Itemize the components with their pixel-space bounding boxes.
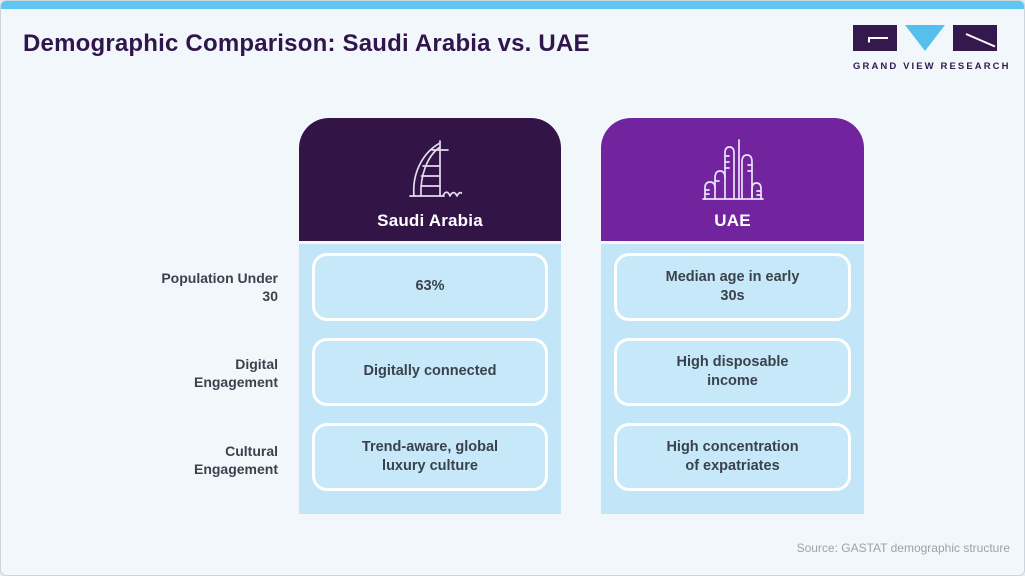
top-accent-bar bbox=[1, 1, 1024, 9]
column-header-uae: UAE bbox=[601, 118, 864, 241]
row-label-population-under-30: Population Under 30 bbox=[161, 270, 278, 305]
page-title: Demographic Comparison: Saudi Arabia vs.… bbox=[23, 30, 590, 57]
column-title-saudi-arabia: Saudi Arabia bbox=[377, 211, 483, 230]
cell-uae-population: Median age in early 30s bbox=[614, 253, 851, 321]
cell-saudi-cultural: Trend-aware, global luxury culture bbox=[312, 423, 548, 491]
column-uae: UAE Median age in early 30s High disposa… bbox=[601, 118, 864, 514]
gvr-logo-icon bbox=[853, 25, 997, 51]
cell-uae-digital: High disposable income bbox=[614, 338, 851, 406]
column-title-uae: UAE bbox=[714, 211, 751, 230]
cell-saudi-digital: Digitally connected bbox=[312, 338, 548, 406]
gvr-logo-text: GRAND VIEW RESEARCH bbox=[853, 61, 1011, 72]
row-label-cultural-engagement: Cultural Engagement bbox=[193, 443, 278, 478]
cell-saudi-population: 63% bbox=[312, 253, 548, 321]
column-saudi-arabia: Saudi Arabia 63% Digitally connected Tre… bbox=[299, 118, 561, 514]
gvr-logo: GRAND VIEW RESEARCH bbox=[853, 25, 1011, 72]
city-skyline-icon bbox=[701, 139, 764, 200]
cell-uae-cultural: High concentration of expatriates bbox=[614, 423, 851, 491]
column-body-uae: Median age in early 30s High disposable … bbox=[601, 244, 864, 514]
column-header-saudi-arabia: Saudi Arabia bbox=[299, 118, 561, 241]
column-body-saudi-arabia: 63% Digitally connected Trend-aware, glo… bbox=[299, 244, 561, 514]
source-note: Source: GASTAT demographic structure bbox=[796, 541, 1010, 555]
row-label-digital-engagement: Digital Engagement bbox=[193, 356, 278, 391]
burj-al-arab-icon bbox=[409, 140, 462, 197]
